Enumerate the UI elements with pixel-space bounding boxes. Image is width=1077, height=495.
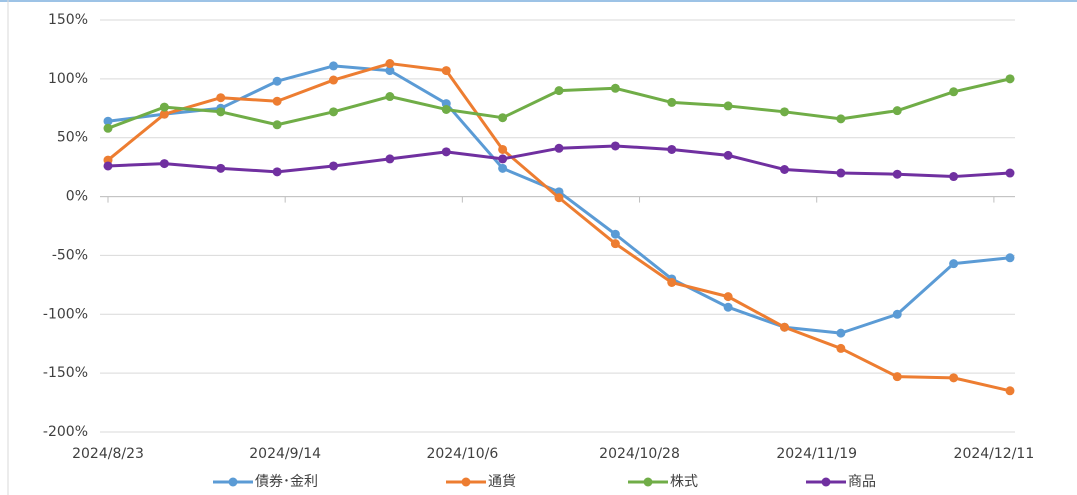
data-point — [385, 66, 395, 76]
y-tick-label: -100% — [43, 306, 88, 322]
data-point — [216, 163, 226, 173]
legend-marker — [821, 477, 831, 487]
y-tick-label: -200% — [43, 424, 88, 440]
x-tick-label: 2024/9/14 — [249, 446, 321, 462]
data-point — [610, 83, 620, 93]
data-point — [836, 328, 846, 338]
legend-label: 株式 — [670, 474, 698, 490]
x-tick-label: 2024/11/19 — [776, 446, 857, 462]
y-tick-label: -50% — [52, 247, 88, 263]
data-point — [780, 164, 789, 174]
data-point — [498, 154, 508, 164]
data-point — [103, 116, 113, 126]
legend-marker — [461, 477, 471, 487]
x-tick-label: 2024/10/28 — [599, 446, 680, 462]
data-point — [554, 193, 564, 203]
data-point — [329, 161, 338, 171]
data-point — [554, 86, 564, 96]
y-tick-label: 0% — [66, 189, 88, 205]
data-point — [272, 76, 282, 86]
data-point — [498, 163, 508, 173]
x-tick-label: 2024/12/11 — [954, 446, 1035, 462]
data-point — [441, 66, 451, 76]
data-point — [836, 168, 846, 178]
data-point — [949, 172, 959, 182]
data-point — [1005, 253, 1015, 263]
data-point — [723, 101, 733, 111]
data-point — [385, 59, 395, 69]
data-point — [498, 144, 508, 154]
data-point — [836, 343, 846, 353]
data-point — [329, 107, 338, 117]
data-point — [1005, 74, 1015, 84]
data-point — [780, 107, 789, 117]
data-point — [892, 372, 902, 382]
legend-marker — [643, 477, 653, 487]
data-point — [272, 120, 282, 130]
data-point — [610, 141, 620, 151]
data-point — [723, 302, 733, 312]
data-point — [441, 147, 451, 157]
data-point — [103, 123, 113, 133]
data-point — [385, 154, 395, 164]
data-point — [441, 104, 451, 114]
data-point — [554, 143, 564, 153]
legend-label: 債券･金利 — [255, 474, 318, 490]
data-point — [498, 113, 508, 123]
data-point — [836, 114, 846, 124]
y-tick-label: -150% — [43, 365, 88, 381]
y-tick-label: 100% — [48, 71, 88, 87]
data-point — [892, 106, 902, 116]
data-point — [780, 322, 789, 332]
data-point — [272, 96, 282, 106]
legend-marker — [228, 477, 238, 487]
data-point — [610, 229, 620, 239]
data-point — [667, 278, 677, 288]
data-point — [216, 93, 226, 103]
x-tick-label: 2024/8/23 — [72, 446, 144, 462]
data-point — [159, 109, 169, 119]
data-point — [949, 373, 959, 383]
y-tick-label: 150% — [48, 12, 88, 28]
data-point — [892, 169, 902, 179]
data-point — [1005, 386, 1015, 396]
legend-label: 商品 — [848, 474, 876, 490]
data-point — [667, 144, 677, 154]
data-point — [949, 87, 959, 97]
data-point — [723, 292, 733, 302]
data-point — [329, 61, 338, 71]
data-point — [723, 150, 733, 160]
data-point — [216, 107, 226, 117]
data-point — [385, 92, 395, 102]
y-tick-label: 50% — [57, 130, 88, 146]
data-point — [159, 102, 169, 112]
data-point — [610, 239, 620, 249]
data-point — [103, 161, 113, 171]
data-point — [1005, 168, 1015, 178]
data-point — [159, 159, 169, 169]
data-point — [949, 259, 959, 269]
data-point — [272, 167, 282, 177]
data-point — [329, 75, 338, 85]
data-point — [667, 97, 677, 107]
x-tick-label: 2024/10/6 — [426, 446, 498, 462]
legend-label: 通貨 — [488, 473, 516, 490]
data-point — [892, 309, 902, 319]
